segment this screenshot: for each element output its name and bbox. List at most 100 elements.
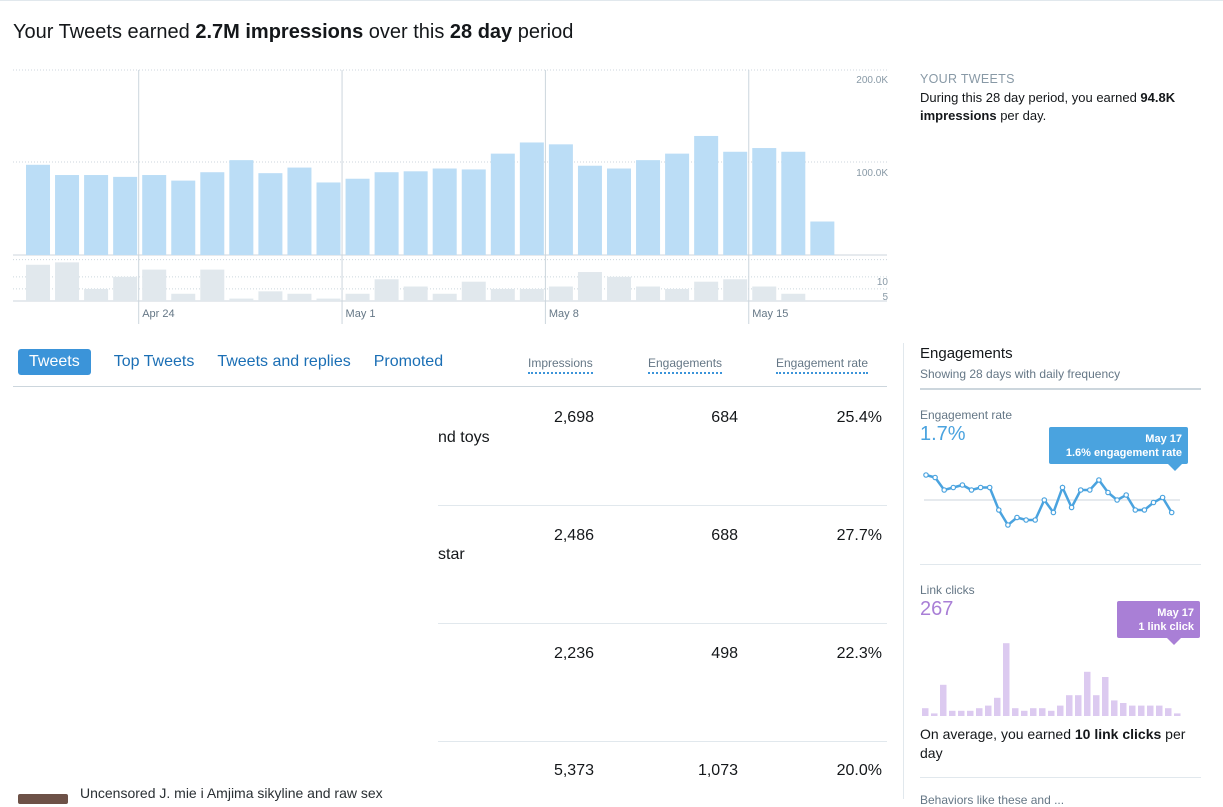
engagement-rate-point[interactable] [1123,492,1130,498]
link-clicks-chart[interactable] [920,638,1201,718]
link-clicks-bar[interactable] [1048,710,1055,716]
engagement-rate-point[interactable] [1132,507,1139,513]
impressions-bar[interactable] [200,172,225,255]
impressions-bar[interactable] [490,153,515,255]
link-clicks-bar[interactable] [1165,708,1172,716]
engagements-bar[interactable] [258,291,283,301]
engagement-rate-point[interactable] [1087,487,1093,493]
link-clicks-bar[interactable] [1084,671,1091,716]
link-clicks-bar[interactable] [1129,705,1136,716]
impressions-bar[interactable] [113,176,138,255]
engagement-rate-point[interactable] [1141,507,1148,513]
tweet-thumbnail[interactable] [18,794,68,804]
engagements-bar[interactable] [694,281,719,301]
engagement-rate-point[interactable] [1068,504,1075,511]
link-clicks-bar[interactable] [1102,677,1109,716]
impressions-bar[interactable] [636,160,661,255]
link-clicks-bar[interactable] [976,708,983,716]
engagement-rate-point[interactable] [1050,509,1057,516]
engagements-bar[interactable] [723,279,748,301]
tab-promoted[interactable]: Promoted [373,353,444,370]
engagements-bar[interactable] [142,269,167,301]
engagement-rate-point[interactable] [1114,497,1120,503]
tab-tweets-and-replies[interactable]: Tweets and replies [217,353,351,370]
engagement-rate-point[interactable] [996,507,1002,513]
engagement-rate-column-header[interactable]: Engagement rate [776,356,869,374]
impressions-bar[interactable] [258,173,283,255]
tab-top-tweets[interactable]: Top Tweets [113,353,195,370]
impressions-bar[interactable] [84,175,109,255]
impressions-bar[interactable] [461,169,486,255]
engagements-bar[interactable] [577,272,602,301]
link-clicks-bar[interactable] [1012,708,1019,716]
engagements-bar[interactable] [636,286,661,301]
impressions-bar[interactable] [810,221,835,255]
engagements-bar[interactable] [26,264,50,301]
impressions-bar[interactable] [665,153,690,255]
link-clicks-bar[interactable] [1003,643,1010,716]
engagements-column-header[interactable]: Engagements [648,356,723,374]
link-clicks-bar[interactable] [1120,703,1127,716]
impressions-bar[interactable] [403,171,428,255]
link-clicks-bar[interactable] [1030,708,1037,716]
link-clicks-bar[interactable] [1093,695,1100,716]
engagements-bar[interactable] [84,288,109,301]
impressions-bar[interactable] [229,160,254,255]
engagement-rate-point[interactable] [932,474,938,481]
link-clicks-bar[interactable] [1057,705,1064,716]
link-clicks-bar[interactable] [922,708,929,716]
engagements-bar[interactable] [113,276,138,301]
link-clicks-bar[interactable] [958,710,965,716]
engagement-rate-point[interactable] [1005,522,1011,528]
engagement-rate-point[interactable] [950,484,957,491]
link-clicks-bar[interactable] [949,710,956,716]
tweet-text-cut[interactable]: Uncensored J. mie i Amjima sikyline and … [80,785,383,801]
impressions-bar[interactable] [577,165,602,255]
engagement-rate-point[interactable] [1023,517,1029,523]
engagement-rate-point[interactable] [923,472,929,478]
engagement-rate-point[interactable] [1032,517,1039,523]
impressions-bar[interactable] [723,151,748,255]
impressions-bar[interactable] [171,180,196,255]
impressions-bar[interactable] [55,175,80,255]
engagement-rate-point[interactable] [1105,489,1111,496]
impressions-bar[interactable] [26,164,50,255]
link-clicks-bar[interactable] [1147,705,1154,716]
link-clicks-bar[interactable] [1174,713,1181,716]
engagements-bar[interactable] [200,269,225,301]
tweet-text-fragment[interactable]: nd toys [438,429,490,446]
engagements-bar[interactable] [287,293,312,301]
engagements-bar[interactable] [403,286,428,301]
engagement-rate-chart[interactable] [920,468,1201,538]
link-clicks-bar[interactable] [931,713,938,716]
impressions-bar[interactable] [432,168,457,255]
engagement-rate-point[interactable] [977,484,984,491]
engagement-rate-point[interactable] [941,487,948,493]
engagements-bar[interactable] [55,262,80,301]
engagements-bar[interactable] [374,279,399,301]
impressions-bar[interactable] [781,151,806,255]
link-clicks-bar[interactable] [1156,705,1163,716]
engagement-rate-point[interactable] [1159,494,1166,501]
engagement-rate-point[interactable] [1014,514,1020,521]
impressions-bar[interactable] [345,178,370,255]
impressions-bar[interactable] [142,175,167,255]
engagements-bar[interactable] [519,288,544,301]
impressions-bar[interactable] [519,142,544,255]
engagements-bar[interactable] [432,293,457,301]
engagement-rate-point[interactable] [968,487,975,493]
engagement-rate-point[interactable] [1168,509,1175,516]
impressions-bar[interactable] [287,167,312,255]
engagement-rate-point[interactable] [1150,499,1157,506]
link-clicks-bar[interactable] [985,705,992,716]
engagements-bar[interactable] [490,288,515,301]
engagements-bar[interactable] [665,288,690,301]
link-clicks-bar[interactable] [1066,695,1073,716]
engagement-rate-point[interactable] [1077,487,1084,493]
link-clicks-bar[interactable] [994,697,1001,716]
engagement-rate-point[interactable] [986,484,993,491]
engagements-bar[interactable] [229,298,254,301]
link-clicks-bar[interactable] [940,684,947,716]
impressions-bar[interactable] [548,144,573,255]
engagement-rate-point[interactable] [959,482,966,488]
